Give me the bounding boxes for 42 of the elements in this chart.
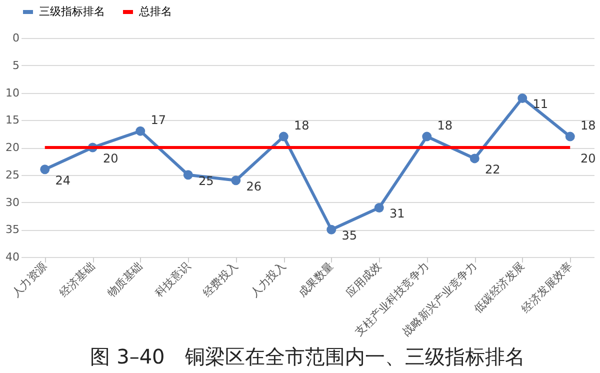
point [326,224,336,234]
y-tick-label: 0 [12,32,20,44]
data-label: 26 [246,179,262,194]
data-label: 24 [55,173,71,188]
data-label: 18 [294,118,310,133]
x-tick-label: 成果数量 [296,260,336,300]
x-tick-label: 物质基础 [104,260,146,300]
data-label: 35 [342,228,358,243]
point [422,132,432,142]
x-tick-label: 经济基础 [57,260,98,300]
point [231,176,241,186]
x-tick-label: 科技意识 [152,260,193,300]
x-tick-label: 人力投入 [248,260,288,300]
y-tick-label: 20 [6,141,20,154]
x-tick-label: 应用成效 [344,260,384,300]
point [518,93,528,103]
y-tick-label: 35 [6,223,20,236]
data-label: 20 [102,152,118,166]
data-label: 22 [484,162,500,176]
point [136,126,146,136]
x-tick-label: 经费投入 [200,260,241,300]
y-tick-label: 30 [6,196,20,209]
legend-label: 总排名 [138,5,172,18]
data-label: 11 [532,97,548,112]
caption: 图 3–40 铜梁区在全市范围内一、三级指标排名 [90,344,525,369]
data-label: 31 [389,206,405,221]
point [565,132,575,142]
data-label: 18 [437,118,453,133]
point [374,202,384,212]
y-tick-label: 10 [6,86,20,100]
point [40,164,50,174]
y-tick-label: 25 [6,168,20,182]
data-label: 17 [150,113,166,128]
point [183,170,193,180]
data-label: 25 [198,174,214,188]
point [278,132,288,142]
data-label: 18 [580,118,596,133]
legend-label: 三级指标排名 [39,5,105,18]
point [470,154,480,164]
data-label: 20 [580,152,596,166]
y-tick-label: 5 [12,58,20,72]
y-tick-label: 15 [6,114,20,127]
